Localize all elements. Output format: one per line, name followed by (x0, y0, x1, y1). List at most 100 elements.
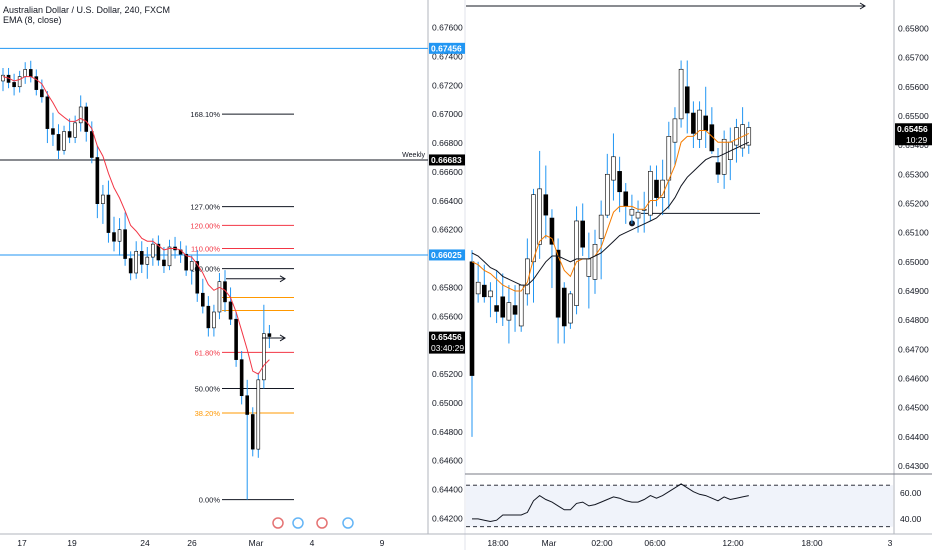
left-candle-body (123, 229, 127, 259)
left-candle-body (267, 333, 272, 337)
left-candle-body (28, 69, 33, 77)
left-price-label-box (429, 42, 465, 54)
left-candle-body (162, 259, 166, 267)
right-y-tick-label: 0.65300 (898, 169, 929, 179)
right-y-tick-label: 0.64500 (898, 403, 929, 413)
right-candle-body (617, 171, 622, 193)
left-candle-body (245, 395, 249, 415)
left-candle-body (167, 246, 172, 267)
fib-level-label: 38.20% (195, 409, 221, 418)
right-x-tick-label: Mar (542, 538, 557, 548)
left-candle-body (117, 229, 122, 242)
right-candle-body (537, 188, 542, 245)
left-ema-line (2, 76, 270, 375)
left-candle-body (101, 194, 105, 204)
right-candle-body (629, 208, 635, 216)
right-y-tick-label: 0.64600 (898, 373, 929, 383)
left-price-label-box (429, 249, 465, 261)
left-candle-body (40, 89, 44, 98)
left-price-label-box (429, 331, 465, 354)
right-candle-body (580, 220, 586, 248)
left-candle-body (139, 251, 144, 265)
right-candle-body (721, 138, 727, 175)
right-candle-body (746, 127, 752, 146)
left-candle-body (78, 106, 83, 124)
right-y-tick-label: 0.65000 (898, 257, 929, 267)
right-ema-orange (471, 130, 750, 292)
left-y-tick-label: 0.66800 (432, 138, 463, 148)
left-y-tick-label: 0.64400 (432, 485, 463, 495)
right-x-tick-label: 18:00 (487, 538, 509, 548)
left-candle-body (12, 82, 16, 88)
right-y-tick-label: 0.65600 (898, 82, 929, 92)
right-price-label: 0.65456 (897, 124, 928, 134)
left-x-tick-label: 17 (17, 538, 27, 548)
left-y-tick-label: 0.66600 (432, 167, 463, 177)
left-candle-body (189, 261, 194, 271)
economic-event-icon (342, 517, 354, 529)
left-candle-body (145, 256, 150, 265)
right-candle-body (697, 109, 702, 140)
oscillator-band (466, 485, 893, 527)
left-x-tick-label: 19 (67, 538, 77, 548)
left-y-tick-label: 0.65800 (432, 282, 463, 292)
left-y-tick-label: 0.67400 (432, 51, 463, 61)
right-candle-body (494, 305, 499, 312)
right-candle-body (574, 220, 579, 306)
left-candle-body (239, 359, 244, 397)
right-candle-body (586, 258, 592, 277)
right-candle-body (734, 127, 739, 146)
right-candle-body (678, 68, 684, 120)
left-x-tick-label: Mar (249, 538, 264, 548)
left-candle-body (206, 305, 211, 329)
fib-level-label: 61.80% (195, 348, 221, 357)
indicator-legend: EMA (8, close) (3, 15, 62, 25)
fib-level-label: 168.10% (190, 110, 220, 119)
left-candle-body (56, 134, 61, 151)
left-x-tick-label: 4 (310, 538, 315, 548)
right-x-tick-label: 06:00 (644, 538, 666, 548)
left-y-tick-label: 0.64200 (432, 513, 463, 523)
left-candle-body (262, 333, 266, 381)
left-candle-body (156, 243, 161, 261)
right-x-tick-label: 3 (888, 538, 893, 548)
right-candle-body (604, 173, 610, 216)
right-y-tick-label: 0.65800 (898, 23, 929, 33)
left-price-label: 0.66683 (431, 155, 462, 165)
right-price-label-box (895, 123, 932, 146)
right-candle-body (598, 214, 604, 239)
oscillator-line (472, 483, 749, 523)
right-y-tick-label: 0.65500 (898, 111, 929, 121)
right-candle-body (684, 86, 690, 114)
fib-level-label: 50.00% (195, 385, 221, 394)
fib-level-label: 0.00% (199, 496, 221, 505)
economic-event-icon (272, 517, 284, 529)
right-x-tick-label: 02:00 (591, 538, 613, 548)
right-candle-body (568, 293, 573, 324)
left-price-label: 0.66025 (431, 250, 462, 260)
fib-level-label: 100.00% (190, 265, 220, 274)
left-candle-body (201, 292, 205, 307)
right-candle-body (512, 305, 518, 315)
left-candle-body (62, 131, 66, 151)
left-candle-body (51, 128, 55, 135)
right-candle-body (635, 211, 641, 219)
right-candle-body (500, 296, 506, 318)
weekly-annotation: Weekly (402, 152, 425, 159)
left-candle-body (45, 96, 50, 129)
left-candle-body (217, 281, 222, 313)
fib-level-label: 110.00% (191, 244, 220, 253)
left-y-tick-label: 0.65600 (432, 311, 463, 321)
economic-event-icon (316, 517, 328, 529)
left-candle-body (184, 253, 188, 271)
right-candle-body (481, 284, 487, 298)
left-candle-body (234, 318, 238, 360)
fib-level-label: 127.00% (190, 203, 220, 212)
right-candle-body (531, 194, 536, 263)
right-candle-body (469, 261, 475, 376)
right-top-arrow-head (859, 2, 866, 10)
left-arrow-head (279, 334, 286, 342)
left-candle-body (106, 194, 111, 233)
